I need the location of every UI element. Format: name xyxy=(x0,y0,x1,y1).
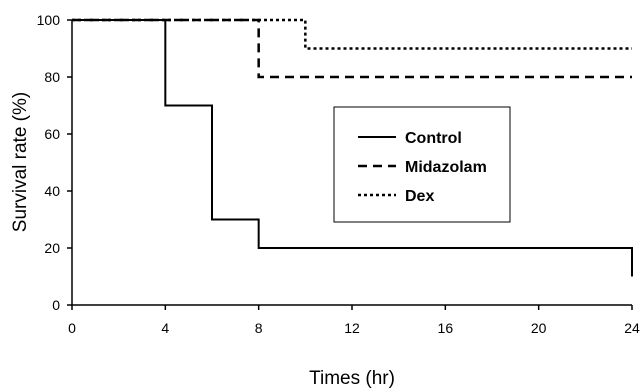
legend-label: Dex xyxy=(405,188,434,205)
x-tick-label: 4 xyxy=(161,320,169,336)
series-line-midazolam xyxy=(72,18,632,79)
ticks: 0 4 8 12 16 20 24 0 20 40 60 80 100 xyxy=(37,12,640,336)
legend: Control Midazolam Dex xyxy=(358,130,487,205)
y-tick-label: 80 xyxy=(44,69,60,85)
y-tick-label: 60 xyxy=(44,126,60,142)
x-axis-title: Times (hr) xyxy=(309,368,395,389)
x-tick-label: 12 xyxy=(344,320,360,336)
x-tick-label: 20 xyxy=(531,320,547,336)
series-line-dex xyxy=(72,18,632,50)
legend-box xyxy=(333,106,511,223)
series-line-control xyxy=(72,19,633,277)
y-tick-label: 20 xyxy=(44,240,60,256)
x-tick-label: 16 xyxy=(438,320,454,336)
y-tick-label: 0 xyxy=(52,297,60,313)
x-tick-label: 0 xyxy=(68,320,76,336)
x-tick-label: 8 xyxy=(255,320,263,336)
y-axis-title: Survival rate (%) xyxy=(10,92,31,232)
y-tick-label: 40 xyxy=(44,183,60,199)
legend-label: Control xyxy=(405,130,462,147)
legend-label: Midazolam xyxy=(405,159,487,176)
x-tick-label: 24 xyxy=(624,320,640,336)
series-layer xyxy=(72,18,633,277)
y-tick-label: 100 xyxy=(37,12,61,28)
